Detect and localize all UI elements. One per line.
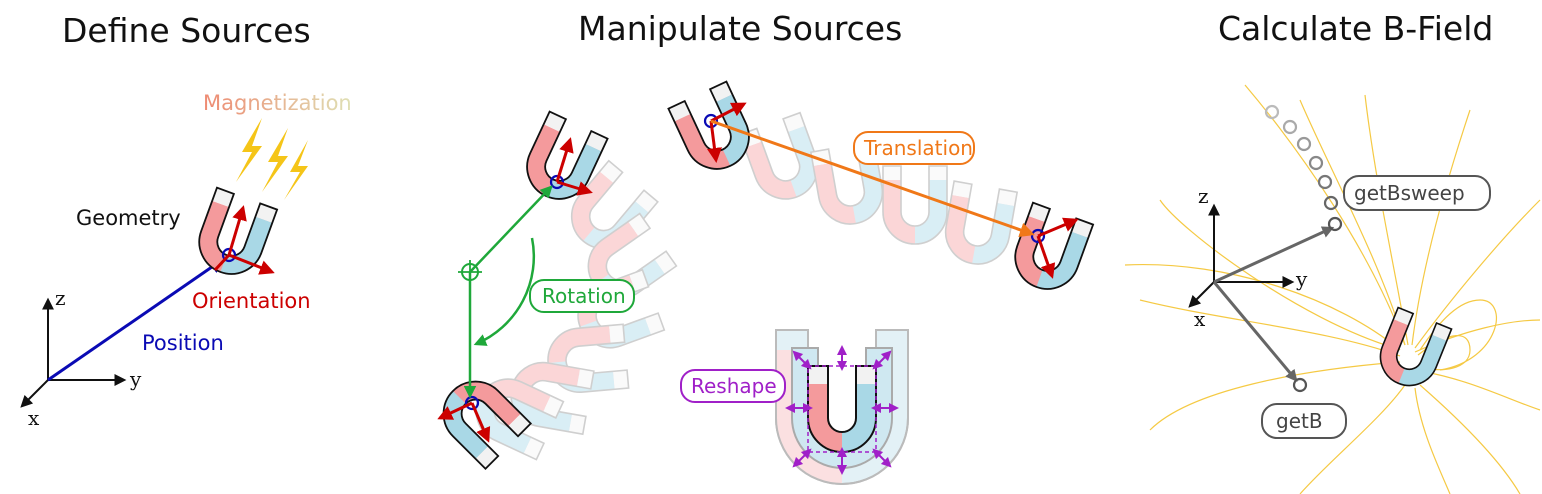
- getb-badge: getB: [1261, 403, 1347, 439]
- title-calculate-b-field: Calculate B-Field: [1218, 9, 1493, 48]
- rotation-badge: Rotation: [529, 279, 635, 313]
- getb-label: getB: [1276, 409, 1323, 433]
- axis-x-label: x: [1194, 307, 1206, 331]
- reshape-label: Reshape: [691, 374, 777, 398]
- translation-end-magnet-icon: [1005, 201, 1095, 299]
- coordinate-axes-icon: z y x: [20, 286, 142, 430]
- magnet-center-icon: [549, 174, 565, 190]
- orientation-arrow-icon: [707, 120, 722, 163]
- translation-arrow-icon: [710, 119, 1035, 238]
- orientation-arrow-icon: [437, 401, 473, 420]
- getbsweep-label: getBsweep: [1354, 181, 1465, 205]
- reshape-badge: Reshape: [680, 369, 786, 403]
- magnetization-label: Magnetization: [203, 91, 352, 115]
- manipulate-sources-panel: Rotation Translation: [429, 80, 1095, 485]
- reshape-arrows-icon: [785, 345, 899, 475]
- orientation-arrow-icon: [227, 205, 247, 256]
- getbsweep-badge: getBsweep: [1343, 175, 1491, 211]
- orientation-arrow-icon: [213, 253, 231, 272]
- position-label: Position: [142, 331, 224, 355]
- orientation-arrow-icon: [1037, 217, 1079, 238]
- magnet-icon: [1371, 306, 1453, 395]
- orientation-arrow-icon: [1036, 235, 1056, 279]
- orientation-arrow-icon: [470, 402, 491, 443]
- position-arrow-icon: [47, 258, 225, 382]
- getb-sensor-icon: [1292, 377, 1308, 393]
- orientation-arrow-icon: [228, 253, 275, 275]
- calculate-b-field-panel: z y x getBsweep getB: [1124, 84, 1541, 494]
- rotation-arrow-icon: [458, 185, 553, 399]
- orientation-label: Orientation: [192, 289, 311, 313]
- translation-start-magnet-icon: [667, 80, 761, 181]
- orientation-arrow-icon: [555, 137, 574, 183]
- magnetization-bolt-icon: [236, 118, 308, 200]
- axis-z-label: z: [55, 286, 66, 310]
- translation-badge: Translation: [853, 131, 975, 165]
- translation-label: Translation: [863, 136, 973, 160]
- orientation-arrow-icon: [710, 102, 747, 123]
- orientation-arrow-icon: [556, 180, 593, 196]
- define-sources-panel: z y x Magnetization Geometry Orientation…: [20, 91, 352, 430]
- sweep-vector-icon: [1213, 226, 1335, 284]
- geometry-label: Geometry: [76, 206, 181, 230]
- axis-y-label: y: [129, 367, 142, 391]
- rotation-label: Rotation: [542, 284, 626, 308]
- magnet-center-icon: [221, 247, 237, 263]
- title-define-sources: Define Sources: [62, 11, 311, 50]
- title-manipulate-sources: Manipulate Sources: [578, 9, 902, 48]
- reshape-magnet-icon: [807, 365, 877, 453]
- axis-z-label: z: [1198, 184, 1209, 208]
- getb-vector-icon: [1212, 281, 1298, 382]
- axis-x-label: x: [28, 406, 40, 430]
- coordinate-axes-icon: z y x: [1188, 184, 1308, 331]
- axis-y-label: y: [1295, 267, 1308, 291]
- sweep-sensor-icon: [1264, 104, 1343, 232]
